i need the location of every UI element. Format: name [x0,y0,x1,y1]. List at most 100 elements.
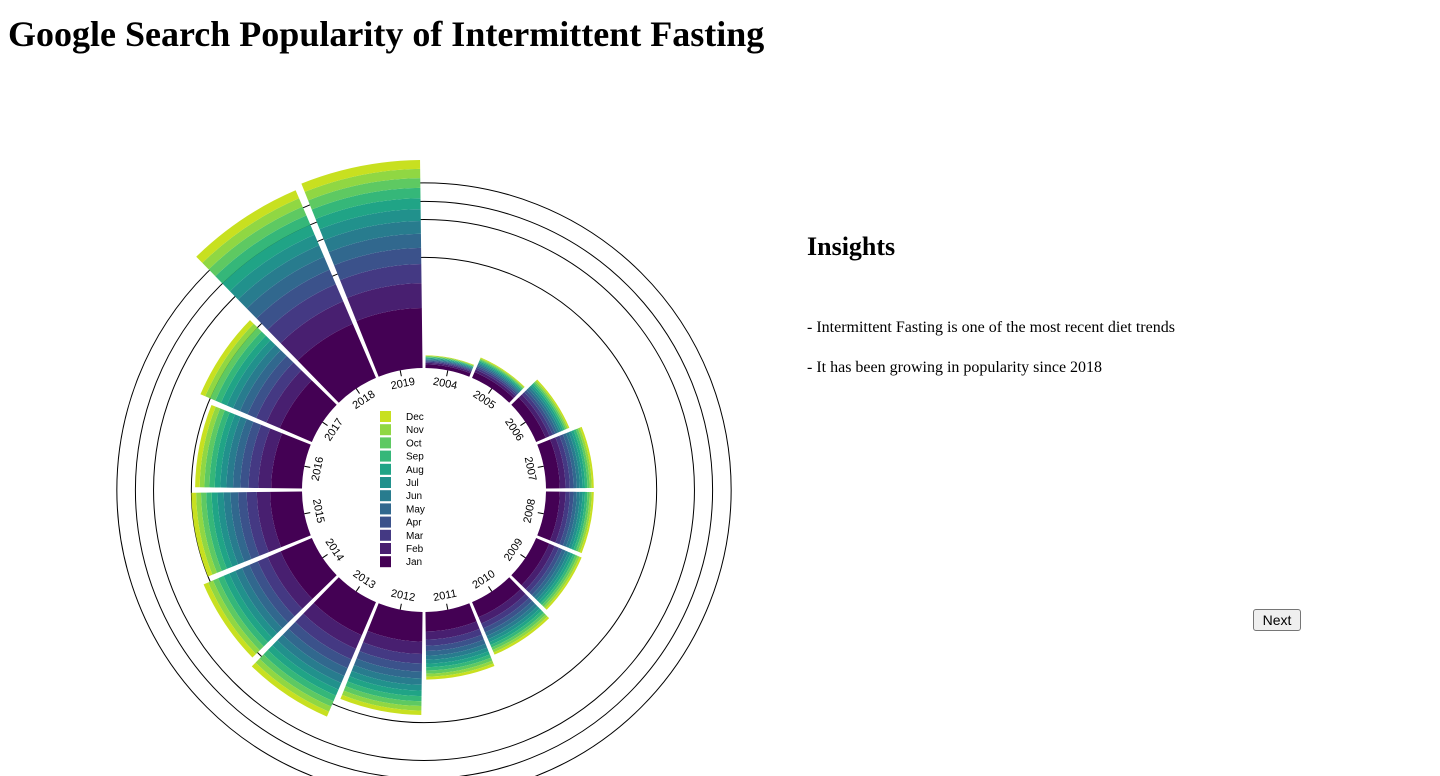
bar-2015-oct [201,492,222,573]
bar-2016-mar [248,424,271,489]
bar-2013-oct [259,654,334,707]
year-label-2016: 2016 [310,456,327,482]
bar-2010-apr [483,597,533,633]
legend-label-oct: Oct [406,438,422,449]
bar-2007-dec [579,426,594,488]
legend-swatch-sep [380,450,391,462]
bar-2006-sep [532,382,565,431]
year-label-2017: 2017 [322,416,346,443]
year-label-2011: 2011 [432,588,458,604]
bar-2013-jul [272,640,342,690]
bar-2016-oct [204,408,225,488]
bar-2012-feb [363,630,423,655]
bar-2019-jan [356,307,423,377]
chart-root: 2004200520062007200820092010201120122013… [116,160,732,776]
bar-2015-apr [238,492,260,560]
bar-2018-may [246,256,330,319]
year-tick [488,586,493,592]
legend: Dec Nov Oct Sep Aug Jul Jun May Apr Mar Feb Jan [380,411,425,568]
bar-2014-mar [257,556,303,617]
bar-2016-apr [240,421,262,488]
bar-2004-apr [425,360,473,371]
bar-2008-may [562,491,577,547]
bar-2005-jun [477,363,521,393]
page-title: Google Search Popularity of Intermittent… [8,14,765,54]
bar-2008-oct [575,491,590,552]
bar-2019-jun [324,220,421,253]
bar-2017-jul [226,340,276,409]
bar-2016-sep [209,410,230,488]
bar-2015-mar [246,492,269,556]
legend-swatch-mar [380,529,391,541]
bar-2013-nov [255,658,332,712]
bar-2009-sep [540,553,576,606]
bar-2017-jan [279,380,337,442]
bar-2009-nov [543,555,580,609]
bar-2018-mar [267,284,344,344]
bar-2014-sep [218,575,268,647]
bar-2006-jun [527,386,560,433]
year-tick [520,421,526,426]
bar-2018-dec [196,190,300,263]
bar-2005-aug [478,361,522,391]
bars [191,160,594,717]
bar-2011-feb [425,621,480,640]
bar-2010-feb [478,589,526,624]
bar-2008-sep [573,491,588,551]
bar-2015-feb [256,491,282,553]
bar-2018-aug [222,224,315,292]
bar-2012-apr [356,651,422,672]
bar-2019-dec [301,160,421,192]
bar-2007-sep [573,429,588,489]
bar-2012-sep [345,681,422,702]
bar-2008-jan [537,491,560,541]
bar-2019-aug [315,198,421,230]
legend-swatch-may [380,503,391,515]
bar-2017-apr [247,355,294,419]
bar-2009-may [531,549,566,598]
bar-2016-nov [199,406,221,488]
legend-label-feb: Feb [406,544,424,555]
bar-2006-oct [533,381,567,430]
year-tick [446,603,449,610]
bar-2007-may [562,433,577,489]
grid-circle [116,182,732,776]
next-button[interactable]: Next [1253,609,1301,631]
year-tick [520,554,526,559]
bar-2013-feb [303,603,362,649]
bar-2016-jun [226,416,247,488]
bar-2006-dec [536,379,570,429]
bar-2007-jun [565,432,580,489]
bar-2005-apr [476,366,519,395]
legend-swatch-jun [380,490,391,502]
year-label-2012: 2012 [390,588,416,605]
bar-2007-nov [577,427,592,489]
legend-label-may: May [406,504,425,515]
legend-label-nov: Nov [406,425,424,436]
year-tick [322,554,328,559]
bar-2011-dec [426,663,495,680]
year-tick [399,603,402,610]
legend-label-jan: Jan [406,557,422,568]
bar-2011-jul [426,647,489,664]
bar-2005-sep [479,360,523,390]
year-label-2019: 2019 [390,376,416,393]
bar-2013-apr [288,621,352,669]
legend-label-apr: Apr [406,518,422,529]
year-label-2006: 2006 [502,416,526,443]
bar-2013-aug [267,645,339,696]
bar-2008-jun [565,491,580,548]
bar-2005-jan [472,371,514,403]
bar-2013-jan [313,577,376,636]
bar-2008-jul [568,491,583,549]
bar-2009-aug [538,552,574,604]
year-label-2005: 2005 [471,388,498,412]
bar-2017-dec [200,320,254,397]
insight-2: - It has been growing in popularity sinc… [807,359,1103,376]
bar-2010-jul [487,606,540,643]
year-tick [537,512,544,515]
bar-2012-mar [359,642,423,664]
year-label-2015: 2015 [310,498,327,524]
year-tick [304,465,311,468]
bar-2015-may [230,492,252,562]
